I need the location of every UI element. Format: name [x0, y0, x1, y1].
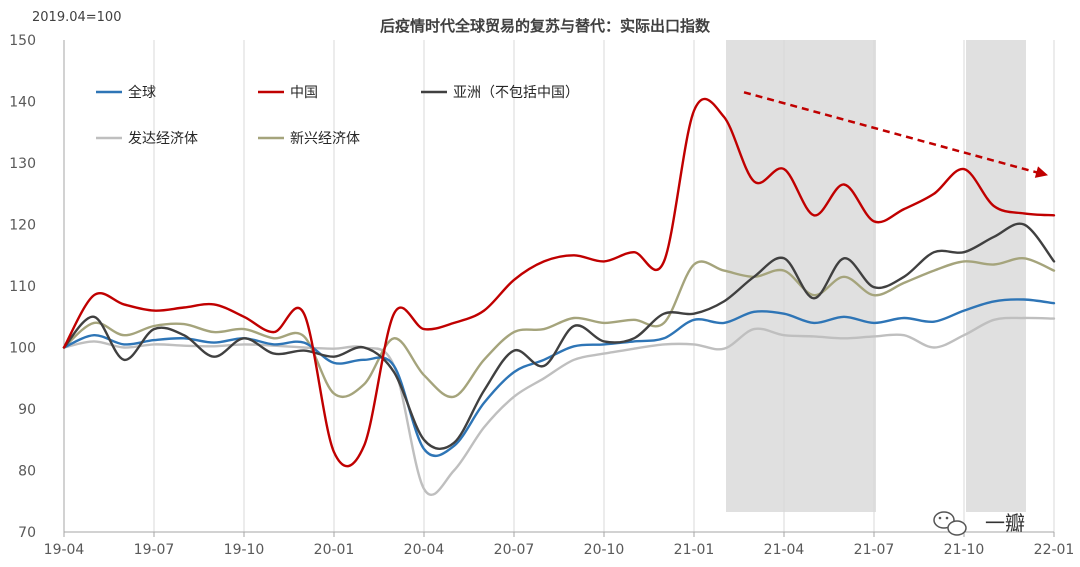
- series-line-5: [62, 257, 1056, 399]
- trend-arrow-shaft: [743, 91, 1041, 175]
- watermark-text: 一瓣: [985, 511, 1025, 535]
- chart-title: 后疫情时代全球贸易的复苏与替代：实际出口指数: [380, 17, 711, 35]
- y-tick-label: 90: [18, 402, 36, 418]
- y-tick-label: 130: [9, 156, 36, 172]
- x-tick-label: 19-07: [134, 542, 175, 558]
- legend-label-3: 亚洲（不包括中国）: [453, 85, 579, 101]
- y-tick-label: 120: [9, 218, 36, 234]
- y-tick-label: 140: [9, 95, 36, 111]
- y-tick-label: 70: [18, 525, 36, 541]
- legend-label-1: 全球: [128, 84, 156, 101]
- watermark: 一瓣: [933, 511, 1025, 536]
- shaded-periods: [726, 40, 1026, 512]
- y-tick-label: 100: [9, 341, 36, 357]
- x-tick-label: 19-10: [224, 542, 265, 558]
- x-tick-label: 21-07: [854, 542, 895, 558]
- x-tick-label: 20-07: [494, 542, 535, 558]
- series-line-2: [62, 97, 1056, 468]
- series-line-3: [62, 222, 1056, 450]
- vertical-gridlines: [63, 40, 1055, 532]
- wechat-icon: [933, 511, 967, 536]
- legend: 全球 中国 亚洲（不包括中国） 发达经济体 新兴经济体: [96, 84, 579, 147]
- x-tick-label: 21-10: [944, 542, 985, 558]
- legend-label-4: 发达经济体: [128, 131, 198, 147]
- base-note: 2019.04=100: [32, 10, 121, 25]
- x-tick-label: 20-10: [584, 542, 625, 558]
- y-axis-ticks: 70 80 90 100 110 120 130 140 150: [9, 33, 36, 541]
- series-lines: [62, 97, 1056, 497]
- shaded-period-2: [966, 40, 1026, 512]
- legend-label-5: 新兴经济体: [290, 131, 360, 147]
- x-tick-label: 21-04: [764, 542, 805, 558]
- x-tick-label: 19-04: [44, 542, 85, 558]
- y-tick-label: 150: [9, 33, 36, 49]
- x-tick-label: 22-01: [1034, 542, 1075, 558]
- legend-label-2: 中国: [290, 85, 318, 101]
- trend-arrow: [743, 91, 1048, 178]
- trend-arrow-head: [1034, 166, 1048, 178]
- x-tick-label: 20-01: [314, 542, 355, 558]
- y-tick-label: 80: [18, 464, 36, 480]
- x-tick-label: 21-01: [674, 542, 715, 558]
- y-tick-label: 110: [9, 279, 36, 295]
- x-axis-ticks: 19-04 19-07 19-10 20-01 20-04 20-07 20-10 21-01…: [44, 532, 1075, 558]
- x-tick-label: 20-04: [404, 542, 445, 558]
- axes: [63, 40, 1054, 533]
